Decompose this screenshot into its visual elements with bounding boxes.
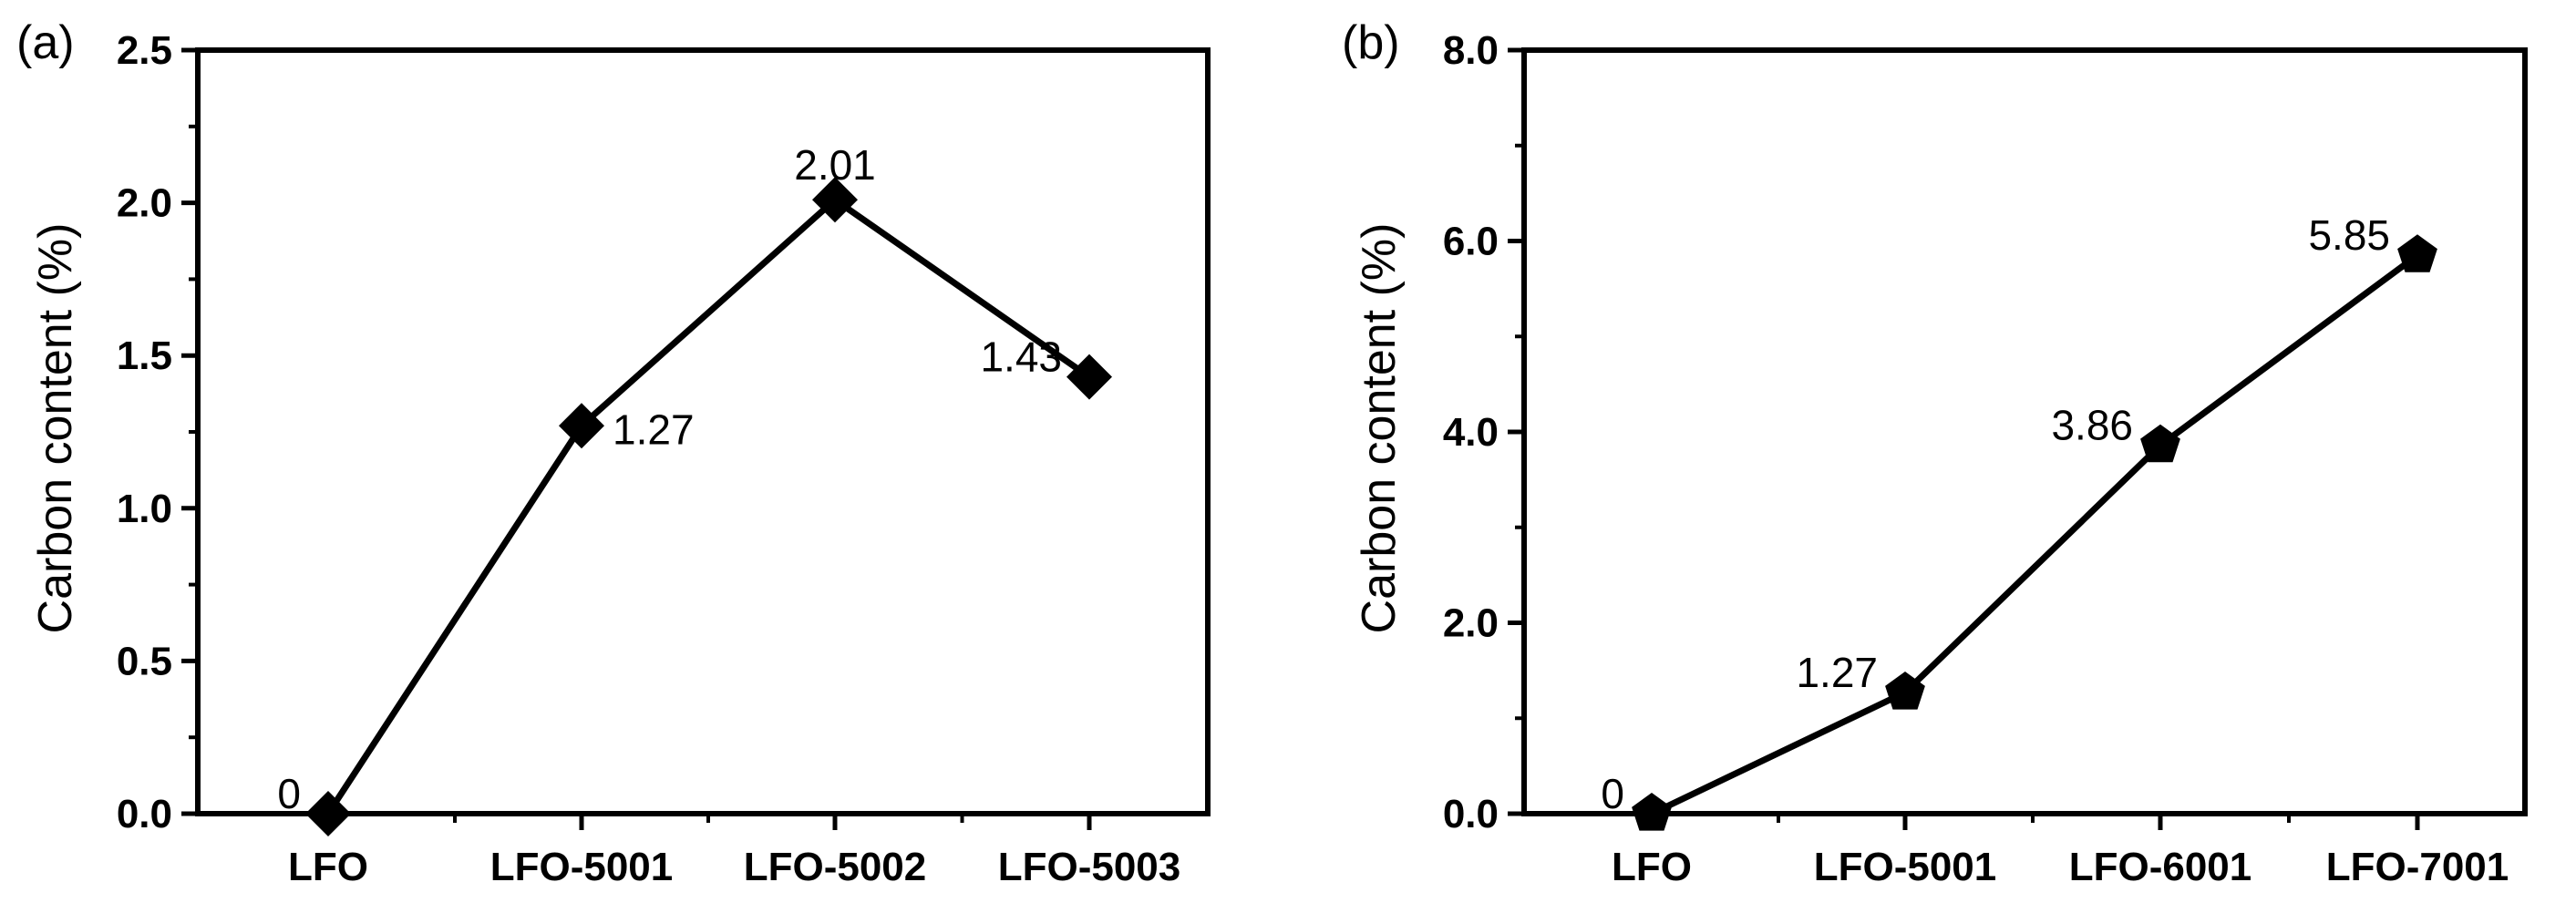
panel-a-series-line (325, 196, 1092, 816)
panel-b-xtick-label: LFO-5001 (1814, 845, 1997, 889)
panel-b-ytick-label: 6.0 (1443, 220, 1499, 264)
panel-b-ytick-label: 0.0 (1443, 792, 1499, 836)
panel-a-point-marker (305, 791, 351, 836)
panel-b-ytick-label: 4.0 (1443, 410, 1499, 455)
panel-a-xtick-label: LFO-5001 (490, 845, 674, 889)
panel-b-ylabel: Carbon content (%) (1353, 223, 1406, 634)
panel-a-ylabel: Carbon content (%) (29, 223, 82, 634)
panel-b-point-marker (2397, 234, 2437, 272)
panel-a-data-label: 1.27 (613, 405, 695, 453)
panel-a-xtick-label: LFO-5002 (744, 845, 927, 889)
panel-b-ytick-label: 2.0 (1443, 601, 1499, 646)
panel-a-ytick-label: 2.0 (117, 181, 172, 226)
panel-b-point-marker (1632, 793, 1672, 831)
panel-b-xtick-label: LFO (1612, 845, 1692, 889)
panel-b-series-line (1650, 252, 2420, 817)
panel-b-label: (b) (1342, 16, 1400, 69)
panel-a-ytick-label: 1.5 (117, 333, 172, 378)
panel-b-xtick-label: LFO-6001 (2069, 845, 2252, 889)
panel-a-series: 0 1.27 2.01 1.43 (277, 141, 1112, 836)
panel-a-ytick-label: 2.5 (117, 28, 172, 73)
panel-b-data-label: 5.85 (2308, 211, 2390, 259)
panel-b-data-label: 0 (1601, 770, 1624, 817)
panel-a-data-label: 1.43 (980, 333, 1062, 381)
panel-b: (b) Carbon content (%) 0.0 2.0 4.0 6.0 8.0 LF… (1342, 16, 2528, 889)
panel-a-point-marker (1066, 354, 1112, 400)
panel-b-plot-frame (1521, 47, 2528, 816)
panel-b-xtick-label: LFO-7001 (2326, 845, 2509, 889)
panel-b-data-label: 1.27 (1796, 649, 1878, 696)
panel-a-ytick-label: 0.5 (117, 639, 172, 683)
panel-b-point-marker (2140, 424, 2180, 463)
panel-b-point-marker (1885, 672, 1925, 710)
panel-a-point-marker (812, 177, 858, 223)
panel-a-ytick-label: 1.0 (117, 487, 172, 531)
panel-a: (a) Carbon content (%) 0.0 0.5 1.0 1.5 2.0 2.… (16, 16, 1211, 889)
panel-a-data-label: 0 (277, 770, 301, 817)
panel-b-ytick-label: 8.0 (1443, 28, 1499, 73)
panel-b-data-label: 3.86 (2051, 402, 2133, 449)
panel-a-ytick-label: 0.0 (117, 792, 172, 836)
panel-b-ticks: 0.0 2.0 4.0 6.0 8.0 LFO LFO-5001 LFO-6001 LFO-70… (1443, 28, 2509, 889)
panel-a-label: (a) (16, 16, 75, 69)
panel-a-ticks: 0.0 0.5 1.0 1.5 2.0 2.5 LFO LFO-5001 LFO-5002 LFO… (117, 28, 1180, 889)
panel-a-xtick-label: LFO (288, 845, 368, 889)
panel-a-data-label: 2.01 (794, 141, 876, 189)
panel-a-plot-frame (195, 47, 1211, 816)
panel-a-xtick-label: LFO-5003 (998, 845, 1181, 889)
panel-a-point-marker (559, 403, 604, 449)
panel-b-series: 0 1.27 3.86 5.85 (1601, 211, 2437, 831)
